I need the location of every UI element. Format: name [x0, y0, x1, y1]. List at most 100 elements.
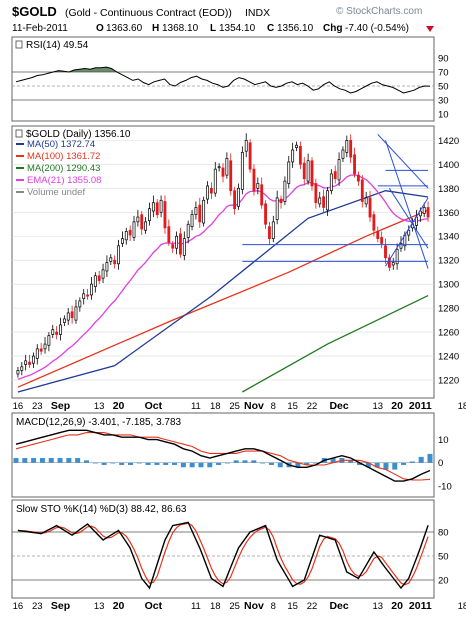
- candle-body: [24, 360, 28, 365]
- candle-body: [237, 187, 240, 207]
- candlestick: [128, 225, 132, 242]
- candlestick: [113, 255, 117, 269]
- candle-body: [171, 244, 175, 249]
- candle-body: [240, 152, 244, 190]
- candle-body: [333, 171, 337, 180]
- macd-histogram-bar: [189, 462, 195, 468]
- candlestick: [144, 217, 148, 234]
- candlestick: [175, 231, 178, 255]
- x-tick-label: Nov: [244, 400, 264, 412]
- price-tick-label: 1260: [438, 328, 459, 339]
- candle-body: [82, 293, 86, 299]
- candlestick: [415, 209, 418, 231]
- symbol-title: $GOLD: [12, 4, 57, 19]
- x-tick-label: 20: [113, 400, 125, 412]
- candle-body: [59, 324, 62, 335]
- x-tick-label: 25: [229, 401, 240, 412]
- candlestick: [90, 276, 93, 300]
- macd-histogram-bar: [31, 458, 37, 463]
- ma50-line: [17, 190, 429, 393]
- low-label: L: [210, 23, 216, 34]
- candlestick: [70, 305, 74, 324]
- macd-histogram-bar: [136, 462, 142, 464]
- candle-body: [124, 231, 128, 241]
- rsi-plot: 10 30 50 70 90: [12, 54, 449, 121]
- candlestick: [155, 199, 159, 219]
- macd-histogram-bar: [224, 462, 230, 464]
- macd-histogram-bar: [374, 462, 380, 468]
- candlestick: [55, 326, 59, 340]
- candlestick: [171, 241, 175, 254]
- macd-histogram-bar: [119, 462, 125, 465]
- candlestick: [291, 142, 295, 168]
- candlestick: [167, 219, 171, 246]
- candle-body: [151, 202, 155, 212]
- candlestick: [298, 141, 302, 170]
- candle-body: [364, 197, 368, 205]
- legend-entry: EMA(21) 1355.08: [27, 175, 101, 186]
- rsi-overbought-fill: [16, 67, 430, 72]
- candlestick: [283, 176, 287, 206]
- candlestick: [376, 226, 380, 243]
- candlestick: [78, 297, 82, 312]
- x-tick-label: 11: [191, 601, 201, 612]
- macd-histogram-bar: [75, 458, 81, 463]
- candlestick: [360, 175, 364, 208]
- candle-body: [395, 249, 399, 265]
- candlestick: [62, 315, 66, 327]
- candlestick: [151, 195, 155, 218]
- candle-body: [380, 237, 384, 244]
- candlestick: [217, 163, 221, 172]
- candle-body: [90, 283, 93, 296]
- x-tick-label: 13: [94, 401, 105, 412]
- candlestick: [326, 187, 329, 216]
- rsi-tick-label: 30: [438, 96, 449, 107]
- candlestick: [206, 181, 209, 204]
- macd-histogram-bar: [22, 458, 28, 463]
- candlestick: [264, 200, 267, 230]
- candlestick: [16, 366, 20, 378]
- candlestick: [357, 171, 360, 186]
- candle-body: [244, 140, 248, 152]
- candle-body: [252, 168, 256, 192]
- ma200-line: [241, 295, 429, 393]
- candlestick: [233, 187, 237, 215]
- candle-body: [35, 348, 39, 359]
- x-tick-label: 18: [210, 401, 221, 412]
- candle-body: [70, 311, 74, 319]
- candlestick: [209, 182, 213, 200]
- x-tick-label: 16: [13, 601, 24, 612]
- candle-body: [105, 262, 109, 272]
- sto-d-line: [17, 522, 429, 586]
- candlestick: [202, 196, 206, 227]
- candle-body: [51, 329, 55, 335]
- candlestick: [225, 152, 229, 179]
- x-tick-label: 18: [458, 401, 466, 412]
- x-tick-label: Sep: [51, 600, 70, 612]
- symbol-name: (Gold - Continuous Contract (EOD)): [65, 7, 232, 19]
- candlestick: [35, 344, 39, 365]
- candle-body: [155, 202, 159, 216]
- macd-panel: [11, 412, 435, 498]
- candle-body: [279, 198, 283, 204]
- x-tick-label: 8: [271, 401, 276, 412]
- macd-histogram-bar: [401, 462, 407, 465]
- x-tick-label: Dec: [329, 600, 348, 612]
- candle-body: [159, 199, 163, 213]
- macd-tick-label: 10: [438, 435, 449, 446]
- price-tick-label: 1420: [438, 136, 459, 147]
- candlestick: [120, 231, 124, 248]
- candlestick: [271, 215, 275, 243]
- candlestick: [384, 238, 387, 264]
- candlestick: [179, 227, 182, 258]
- chg-value: -7.40 (-0.54%): [345, 23, 409, 34]
- ema21-line: [17, 174, 429, 380]
- candle-body: [167, 226, 171, 243]
- macd-histogram-bar: [304, 462, 310, 465]
- candle-body: [16, 370, 20, 375]
- date-label: 11-Feb-2011: [12, 23, 68, 34]
- candle-body: [194, 207, 198, 216]
- candle-body: [268, 226, 271, 239]
